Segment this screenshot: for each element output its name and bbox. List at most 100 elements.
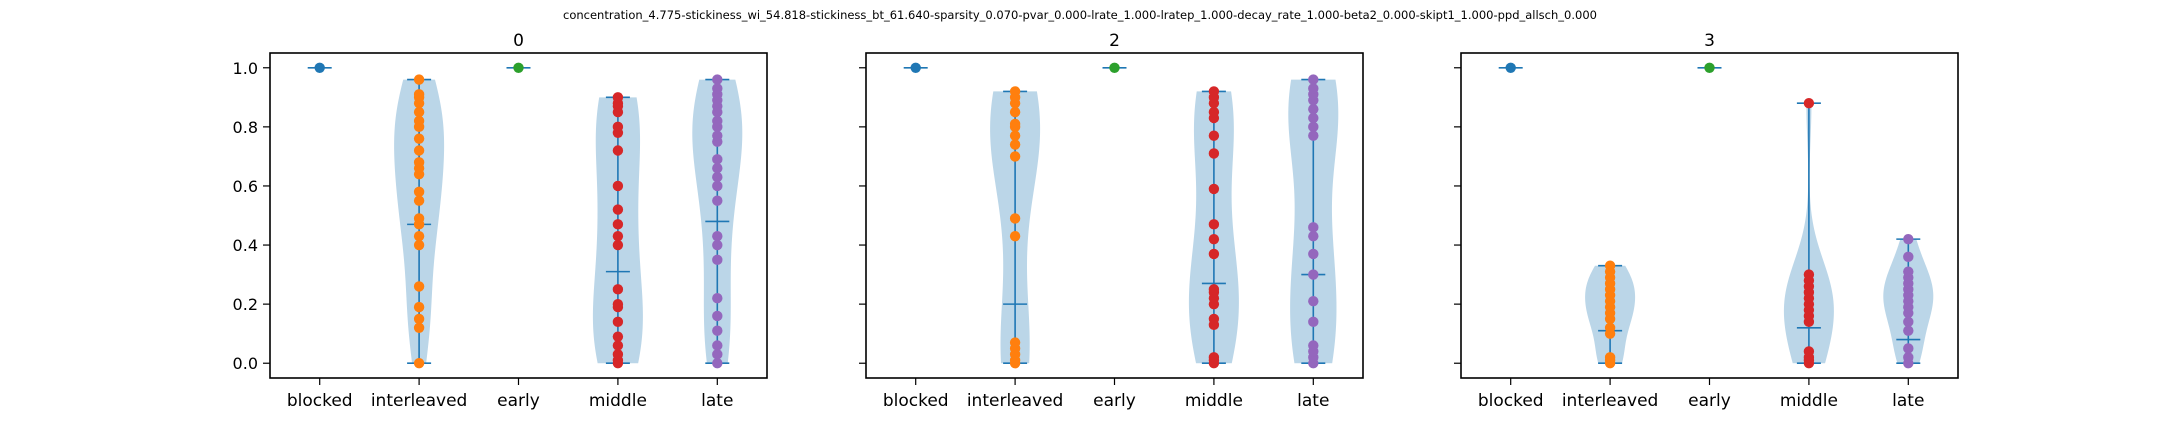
violin-interleaved xyxy=(990,86,1041,369)
violin-blocked xyxy=(1498,62,1523,73)
data-point xyxy=(712,163,723,174)
data-point xyxy=(1308,121,1319,133)
violin-middle xyxy=(592,92,643,369)
data-point xyxy=(910,62,921,73)
data-point xyxy=(612,331,624,342)
data-point xyxy=(1505,62,1516,73)
y-tick-label: 0.8 xyxy=(233,118,258,137)
data-point xyxy=(1308,316,1319,328)
x-tick-label: late xyxy=(1892,391,1924,411)
data-point xyxy=(513,62,524,73)
data-point xyxy=(1308,222,1319,233)
chart-panel-2: 2 blocked interleaved early middle late xyxy=(859,31,1364,411)
x-tick-label: late xyxy=(701,391,733,411)
data-point xyxy=(1903,325,1914,336)
data-point xyxy=(1208,233,1220,245)
data-point xyxy=(413,89,425,100)
data-point xyxy=(612,145,624,156)
data-point xyxy=(1308,112,1319,124)
data-point xyxy=(1308,230,1319,242)
data-point xyxy=(712,180,723,192)
violin-early xyxy=(1102,62,1127,73)
violin-interleaved xyxy=(394,74,445,369)
y-tick-label: 0.4 xyxy=(233,236,258,255)
x-tick-label: late xyxy=(1297,391,1329,411)
data-point xyxy=(1109,62,1120,73)
data-point xyxy=(1208,284,1220,295)
data-point xyxy=(712,325,723,336)
data-point xyxy=(612,219,624,230)
data-point xyxy=(413,195,425,206)
data-point xyxy=(1208,130,1220,141)
data-point xyxy=(413,145,425,156)
data-point xyxy=(1009,106,1021,118)
data-point xyxy=(612,284,624,295)
y-tick-label: 1.0 xyxy=(233,59,258,78)
data-point xyxy=(712,254,723,266)
data-point xyxy=(1208,352,1220,363)
data-point xyxy=(413,133,425,144)
data-point xyxy=(712,171,723,183)
data-point xyxy=(1308,74,1319,85)
panel-title: 0 xyxy=(513,31,524,51)
axes-frame xyxy=(269,52,768,379)
data-point xyxy=(1009,151,1021,162)
data-point xyxy=(1604,352,1616,363)
data-point xyxy=(413,186,425,198)
data-point xyxy=(413,313,425,325)
data-point xyxy=(612,316,624,328)
data-point xyxy=(1208,148,1220,159)
chart-panel-3: 3 blocked interleaved early middle late xyxy=(1454,31,1959,411)
panel-title: 2 xyxy=(1109,31,1120,51)
data-point xyxy=(413,322,425,333)
data-point xyxy=(612,340,624,351)
data-point xyxy=(1208,313,1220,325)
data-point xyxy=(1308,269,1319,280)
violin-early xyxy=(1697,62,1722,73)
y-tick-label: 0.6 xyxy=(233,177,258,196)
data-point xyxy=(612,239,624,251)
data-point xyxy=(1308,340,1319,351)
data-point xyxy=(1009,230,1021,242)
data-point xyxy=(1009,130,1021,141)
panel-title: 3 xyxy=(1704,31,1715,51)
data-point xyxy=(1009,337,1021,348)
x-tick-label: middle xyxy=(589,391,647,411)
data-point xyxy=(1604,322,1616,333)
data-point xyxy=(612,230,624,242)
violin-late xyxy=(692,74,743,369)
data-point xyxy=(712,230,723,242)
data-point xyxy=(413,74,425,85)
data-point xyxy=(413,281,425,292)
y-tick-label: 0.2 xyxy=(233,295,258,314)
violin-late xyxy=(1883,233,1934,369)
data-point xyxy=(712,154,723,165)
data-point xyxy=(413,358,425,369)
data-point xyxy=(712,293,723,304)
violin-blocked xyxy=(903,62,928,73)
data-point xyxy=(1208,183,1220,195)
data-point xyxy=(413,230,425,242)
data-point xyxy=(1009,139,1021,150)
data-point xyxy=(1009,213,1021,224)
data-point xyxy=(1308,248,1319,260)
data-point xyxy=(712,239,723,251)
data-point xyxy=(712,115,723,127)
x-tick-label: early xyxy=(1093,391,1136,411)
data-point xyxy=(314,62,325,73)
data-point xyxy=(712,195,723,206)
chart-panel-0: 0 0.0 0.2 0.4 0.6 0.8 1.0 blocked interleaved ear… xyxy=(233,31,768,411)
data-point xyxy=(1009,118,1021,130)
data-point xyxy=(1803,269,1815,280)
violin-middle xyxy=(1783,98,1834,369)
axes-frame xyxy=(865,52,1364,379)
data-point xyxy=(712,83,723,94)
data-point xyxy=(413,106,425,118)
x-tick-label: early xyxy=(1688,391,1731,411)
violin-interleaved xyxy=(1585,260,1636,369)
x-tick-label: blocked xyxy=(883,391,949,411)
data-point xyxy=(1803,98,1815,109)
violin-late xyxy=(1288,74,1339,369)
data-point xyxy=(612,298,624,310)
